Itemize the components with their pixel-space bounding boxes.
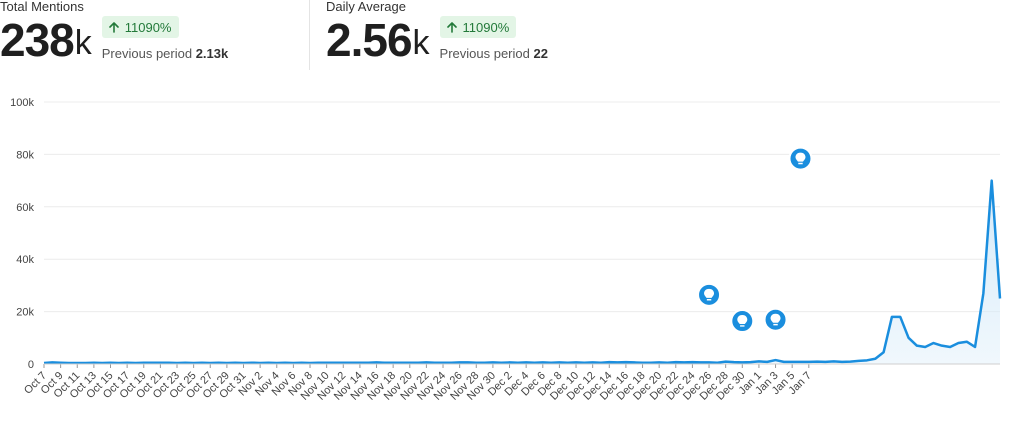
previous-period: Previous period 22 xyxy=(439,46,548,61)
lightbulb-icon xyxy=(770,313,781,326)
insight-marker[interactable] xyxy=(697,282,722,307)
change-badge-text: 11090% xyxy=(462,19,510,35)
stat-label: Daily Average xyxy=(326,0,406,14)
stat-divider xyxy=(309,0,310,70)
y-tick-label: 20k xyxy=(16,307,34,319)
previous-period: Previous period 2.13k xyxy=(101,46,229,61)
lightbulb-icon xyxy=(704,288,715,301)
change-badge: 11090% xyxy=(439,16,517,38)
y-tick-label: 80k xyxy=(16,149,34,161)
lightbulb-icon xyxy=(737,315,748,327)
series-area xyxy=(44,180,1000,364)
insight-marker[interactable] xyxy=(763,307,788,332)
stat-total-mentions: Total Mentions 238 k 11090% Previous per… xyxy=(0,0,228,63)
stat-unit: k xyxy=(412,24,430,62)
y-tick-label: 100k xyxy=(10,97,34,109)
stat-unit: k xyxy=(74,24,92,62)
change-badge: 11090% xyxy=(101,16,179,38)
arrow-up-icon xyxy=(446,21,457,33)
insight-marker[interactable] xyxy=(730,309,755,334)
stat-daily-average: Daily Average 2.56 k 11090% Previous per… xyxy=(326,0,548,63)
y-tick-label: 60k xyxy=(16,202,34,214)
stat-value: 238 xyxy=(0,14,75,66)
y-tick-label: 40k xyxy=(16,254,34,266)
stat-label: Total Mentions xyxy=(0,0,84,14)
series-line xyxy=(43,179,1002,365)
insight-marker[interactable] xyxy=(788,146,813,171)
arrow-up-icon xyxy=(108,21,119,33)
stat-value: 2.56 xyxy=(326,14,413,66)
lightbulb-icon xyxy=(795,152,806,165)
change-badge-text: 11090% xyxy=(124,19,172,35)
y-tick-label: 0 xyxy=(28,359,34,371)
